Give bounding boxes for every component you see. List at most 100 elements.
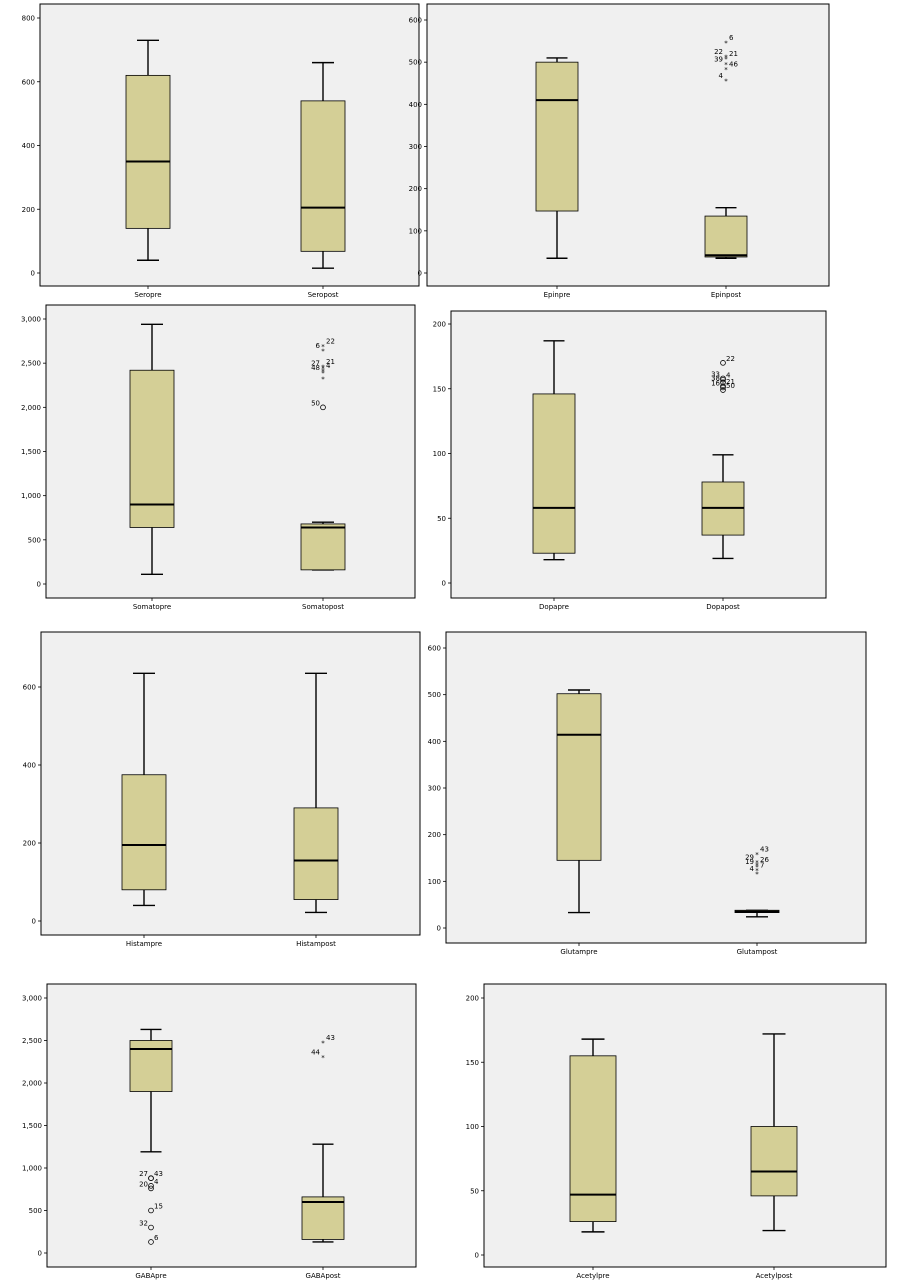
outlier-label: 22 (326, 338, 335, 346)
plot-area (445, 631, 867, 944)
outlier-star: * (755, 851, 759, 859)
y-tick-label: 100 (433, 450, 446, 458)
outlier-label: 39 (714, 55, 723, 63)
y-tick-label: 200 (23, 840, 36, 848)
category-label: GABApre (135, 1272, 166, 1280)
outlier-label: 21 (326, 358, 335, 366)
box-Dopapre (532, 393, 576, 554)
outlier-label: 6 (316, 342, 321, 350)
outlier-label: 7 (760, 862, 764, 870)
outlier-label: 48 (311, 364, 320, 372)
outlier-label: 33 (711, 370, 720, 378)
outlier-label: 50 (726, 382, 735, 390)
y-tick-label: 2,500 (22, 1037, 42, 1045)
outlier-circle (148, 1239, 154, 1245)
box-Acetylpost (750, 1126, 798, 1197)
outlier-label: 4 (326, 362, 331, 370)
category-label: Dopapre (539, 603, 569, 611)
outlier-star: * (724, 53, 728, 61)
outlier-star: * (755, 859, 759, 867)
y-tick-label: 800 (22, 15, 35, 23)
outlier-circle (148, 1224, 154, 1231)
chart-panel-1: 0 200 400 600 800 Seropre Seropost (22, 3, 420, 299)
outlier-circle (720, 384, 726, 391)
outlier-circle (148, 1183, 154, 1189)
category-label: Seropre (134, 291, 161, 299)
box-Seropost (300, 100, 346, 252)
y-tick-label: 300 (409, 143, 422, 151)
outlier-label: 27 (139, 1170, 148, 1178)
y-tick-label: 0 (418, 270, 422, 278)
outlier-label: 16 (711, 379, 720, 387)
outlier-label: 4 (750, 865, 755, 873)
y-tick-label: 400 (428, 738, 441, 746)
outlier-star: * (321, 347, 325, 355)
y-tick-label: 200 (22, 206, 35, 214)
y-tick-label: 600 (22, 78, 35, 86)
outlier-label: 44 (311, 1049, 320, 1057)
chart-panel-4: 0 50 100 150 200 Dopapre Dopapost 22 33 4 38 21 16 50 (433, 310, 827, 611)
y-tick-label: 0 (437, 925, 441, 933)
y-tick-label: 150 (466, 1059, 479, 1067)
y-tick-label: 500 (428, 691, 441, 699)
y-tick-label: 2,500 (21, 360, 41, 368)
outlier-label: 29 (745, 853, 754, 861)
outlier-label: 4 (726, 372, 731, 380)
y-tick-label: 50 (437, 515, 446, 523)
outlier-label: 38 (711, 374, 720, 382)
y-tick-label: 400 (23, 762, 36, 770)
outlier-star: * (724, 55, 728, 63)
outlier-label: 32 (139, 1220, 148, 1228)
category-label: Acetylpre (576, 1272, 609, 1280)
category-label: Acetylpost (756, 1272, 793, 1280)
box-Somatopost (300, 523, 346, 571)
category-label: Somatopost (302, 603, 344, 611)
y-tick-label: 200 (466, 995, 479, 1003)
outlier-label: 6 (154, 1234, 159, 1242)
outlier-star: * (755, 867, 759, 875)
y-tick-label: 0 (38, 1250, 42, 1258)
outlier-circle (720, 387, 726, 393)
y-tick-label: 2,000 (21, 404, 41, 412)
outlier-label: 43 (760, 845, 769, 853)
box-Epinpre (535, 61, 579, 212)
outlier-circle (720, 376, 726, 383)
y-tick-label: 1,000 (21, 492, 41, 500)
category-label: Histampost (296, 940, 336, 948)
outlier-label: 46 (729, 60, 738, 68)
category-label: Epinpre (544, 291, 571, 299)
y-tick-label: 2,000 (22, 1080, 42, 1088)
y-tick-label: 100 (409, 227, 422, 235)
y-tick-label: 400 (409, 101, 422, 109)
outlier-label: 6 (729, 34, 734, 42)
plot-area (39, 3, 420, 287)
category-label: Glutampost (737, 948, 778, 956)
box-Histampre (121, 774, 167, 891)
outlier-star: * (321, 370, 325, 378)
y-tick-label: 500 (409, 59, 422, 67)
y-tick-label: 0 (31, 270, 35, 278)
y-tick-label: 100 (428, 878, 441, 886)
category-label: Dopapost (706, 603, 740, 611)
box-GABApost (301, 1196, 345, 1240)
y-tick-label: 100 (466, 1123, 479, 1131)
y-tick-label: 200 (428, 831, 441, 839)
category-label: Somatopre (133, 603, 171, 611)
y-tick-label: 600 (23, 684, 36, 692)
plot-area (426, 3, 830, 287)
chart-panel-5: 0 200 400 600 Histampre Histampost (23, 631, 421, 948)
outlier-label: 26 (760, 856, 769, 864)
y-tick-label: 0 (475, 1252, 479, 1260)
outlier-circle (148, 1185, 154, 1192)
outlier-label: 43 (326, 1034, 335, 1042)
outlier-label: 22 (714, 48, 723, 56)
chart-panel-8: 0 50 100 150 200 Acetylpre Acetylpost (466, 983, 887, 1280)
y-tick-label: 1,500 (22, 1122, 42, 1130)
outlier-label: 4 (154, 1178, 159, 1186)
y-tick-label: 150 (433, 385, 446, 393)
outlier-label: 22 (726, 355, 735, 363)
category-label: Seropost (308, 291, 339, 299)
outlier-label: 19 (745, 858, 754, 866)
